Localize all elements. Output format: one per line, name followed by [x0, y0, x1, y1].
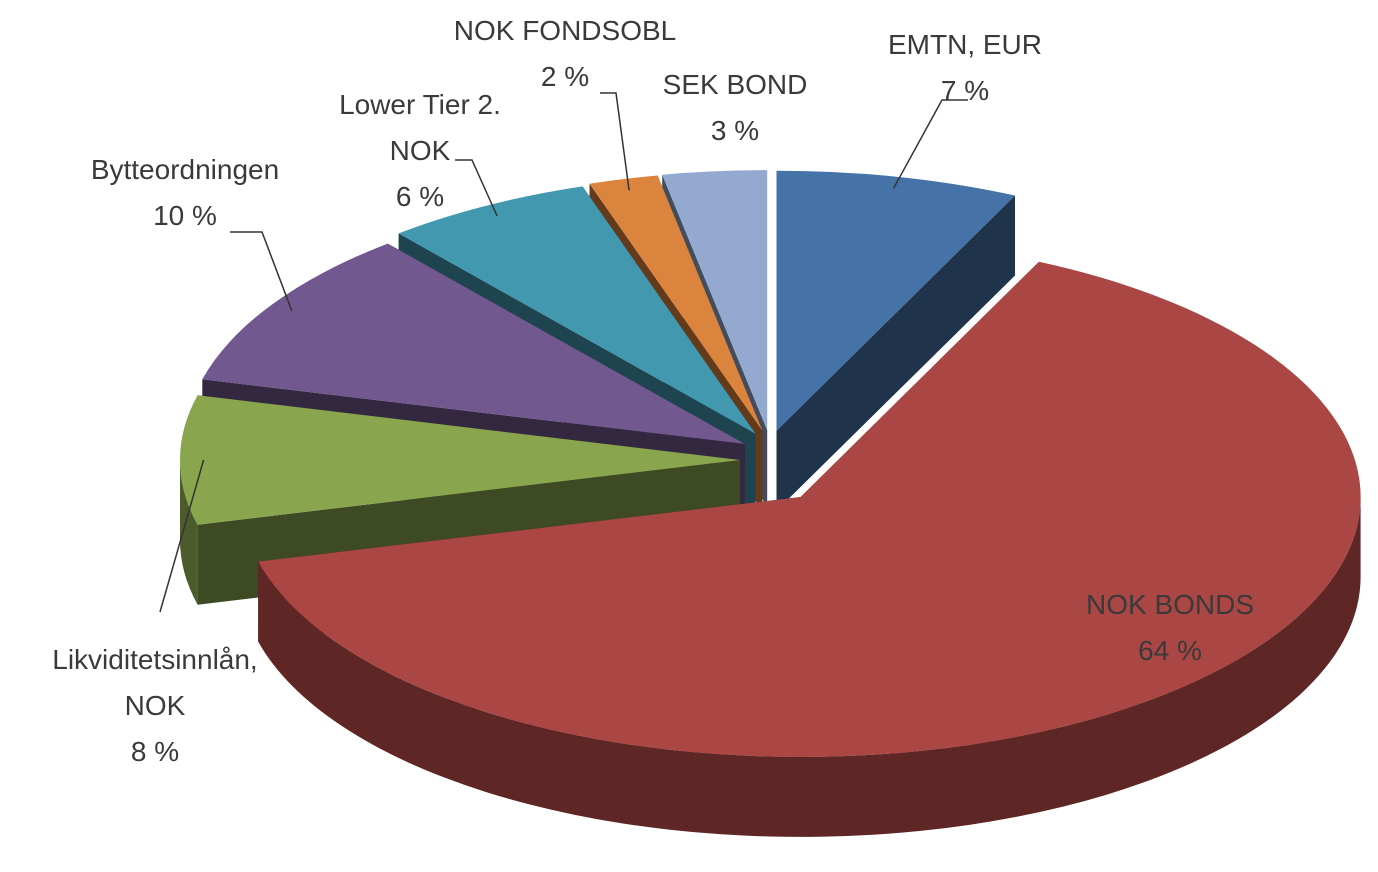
- slice-label: Bytteordningen 10 %: [45, 147, 325, 239]
- pie-slice: [202, 243, 745, 444]
- value-label: 6 %: [395, 181, 445, 212]
- slice-label: Likviditetsinnlån, NOK 8 %: [25, 637, 285, 775]
- pie-slice: [662, 170, 768, 431]
- value-label: 8 %: [130, 736, 180, 767]
- slice-label: SEK BOND 3 %: [635, 62, 835, 154]
- slice-label: NOK BONDS 64 %: [1040, 582, 1300, 674]
- slice-side: [258, 497, 1361, 837]
- category-label: SEK BOND: [662, 69, 808, 100]
- value-label: 2 %: [540, 61, 590, 92]
- pie-slice: [398, 186, 756, 434]
- pie-slice: [589, 175, 763, 431]
- value-label: 7 %: [940, 75, 990, 106]
- leader-line: [455, 159, 498, 217]
- pie-slice: [776, 170, 1015, 431]
- value-label: 64 %: [1138, 635, 1202, 666]
- leader-line: [159, 459, 205, 613]
- value-label: 3 %: [710, 115, 760, 146]
- category-label: NOK BONDS: [1085, 589, 1255, 620]
- category-label: Lower Tier 2. NOK: [339, 89, 501, 166]
- leader-line: [892, 99, 968, 189]
- leader-line: [600, 92, 630, 191]
- category-label: Bytteordningen: [90, 154, 280, 185]
- slice-label: NOK FONDSOBL 2 %: [435, 8, 695, 100]
- slice-side: [776, 195, 1015, 511]
- category-label: NOK FONDSOBL: [453, 15, 677, 46]
- slice-label: EMTN, EUR 7 %: [845, 22, 1085, 114]
- leader-line: [230, 231, 293, 312]
- category-label: Likviditetsinnlån, NOK: [52, 644, 258, 721]
- pie-slice: [258, 261, 1361, 757]
- slice-label: Lower Tier 2. NOK 6 %: [320, 82, 520, 220]
- slice-side: [179, 460, 198, 605]
- category-label: EMTN, EUR: [888, 29, 1042, 60]
- value-label: 10 %: [153, 200, 217, 231]
- pie-slice: [179, 395, 740, 525]
